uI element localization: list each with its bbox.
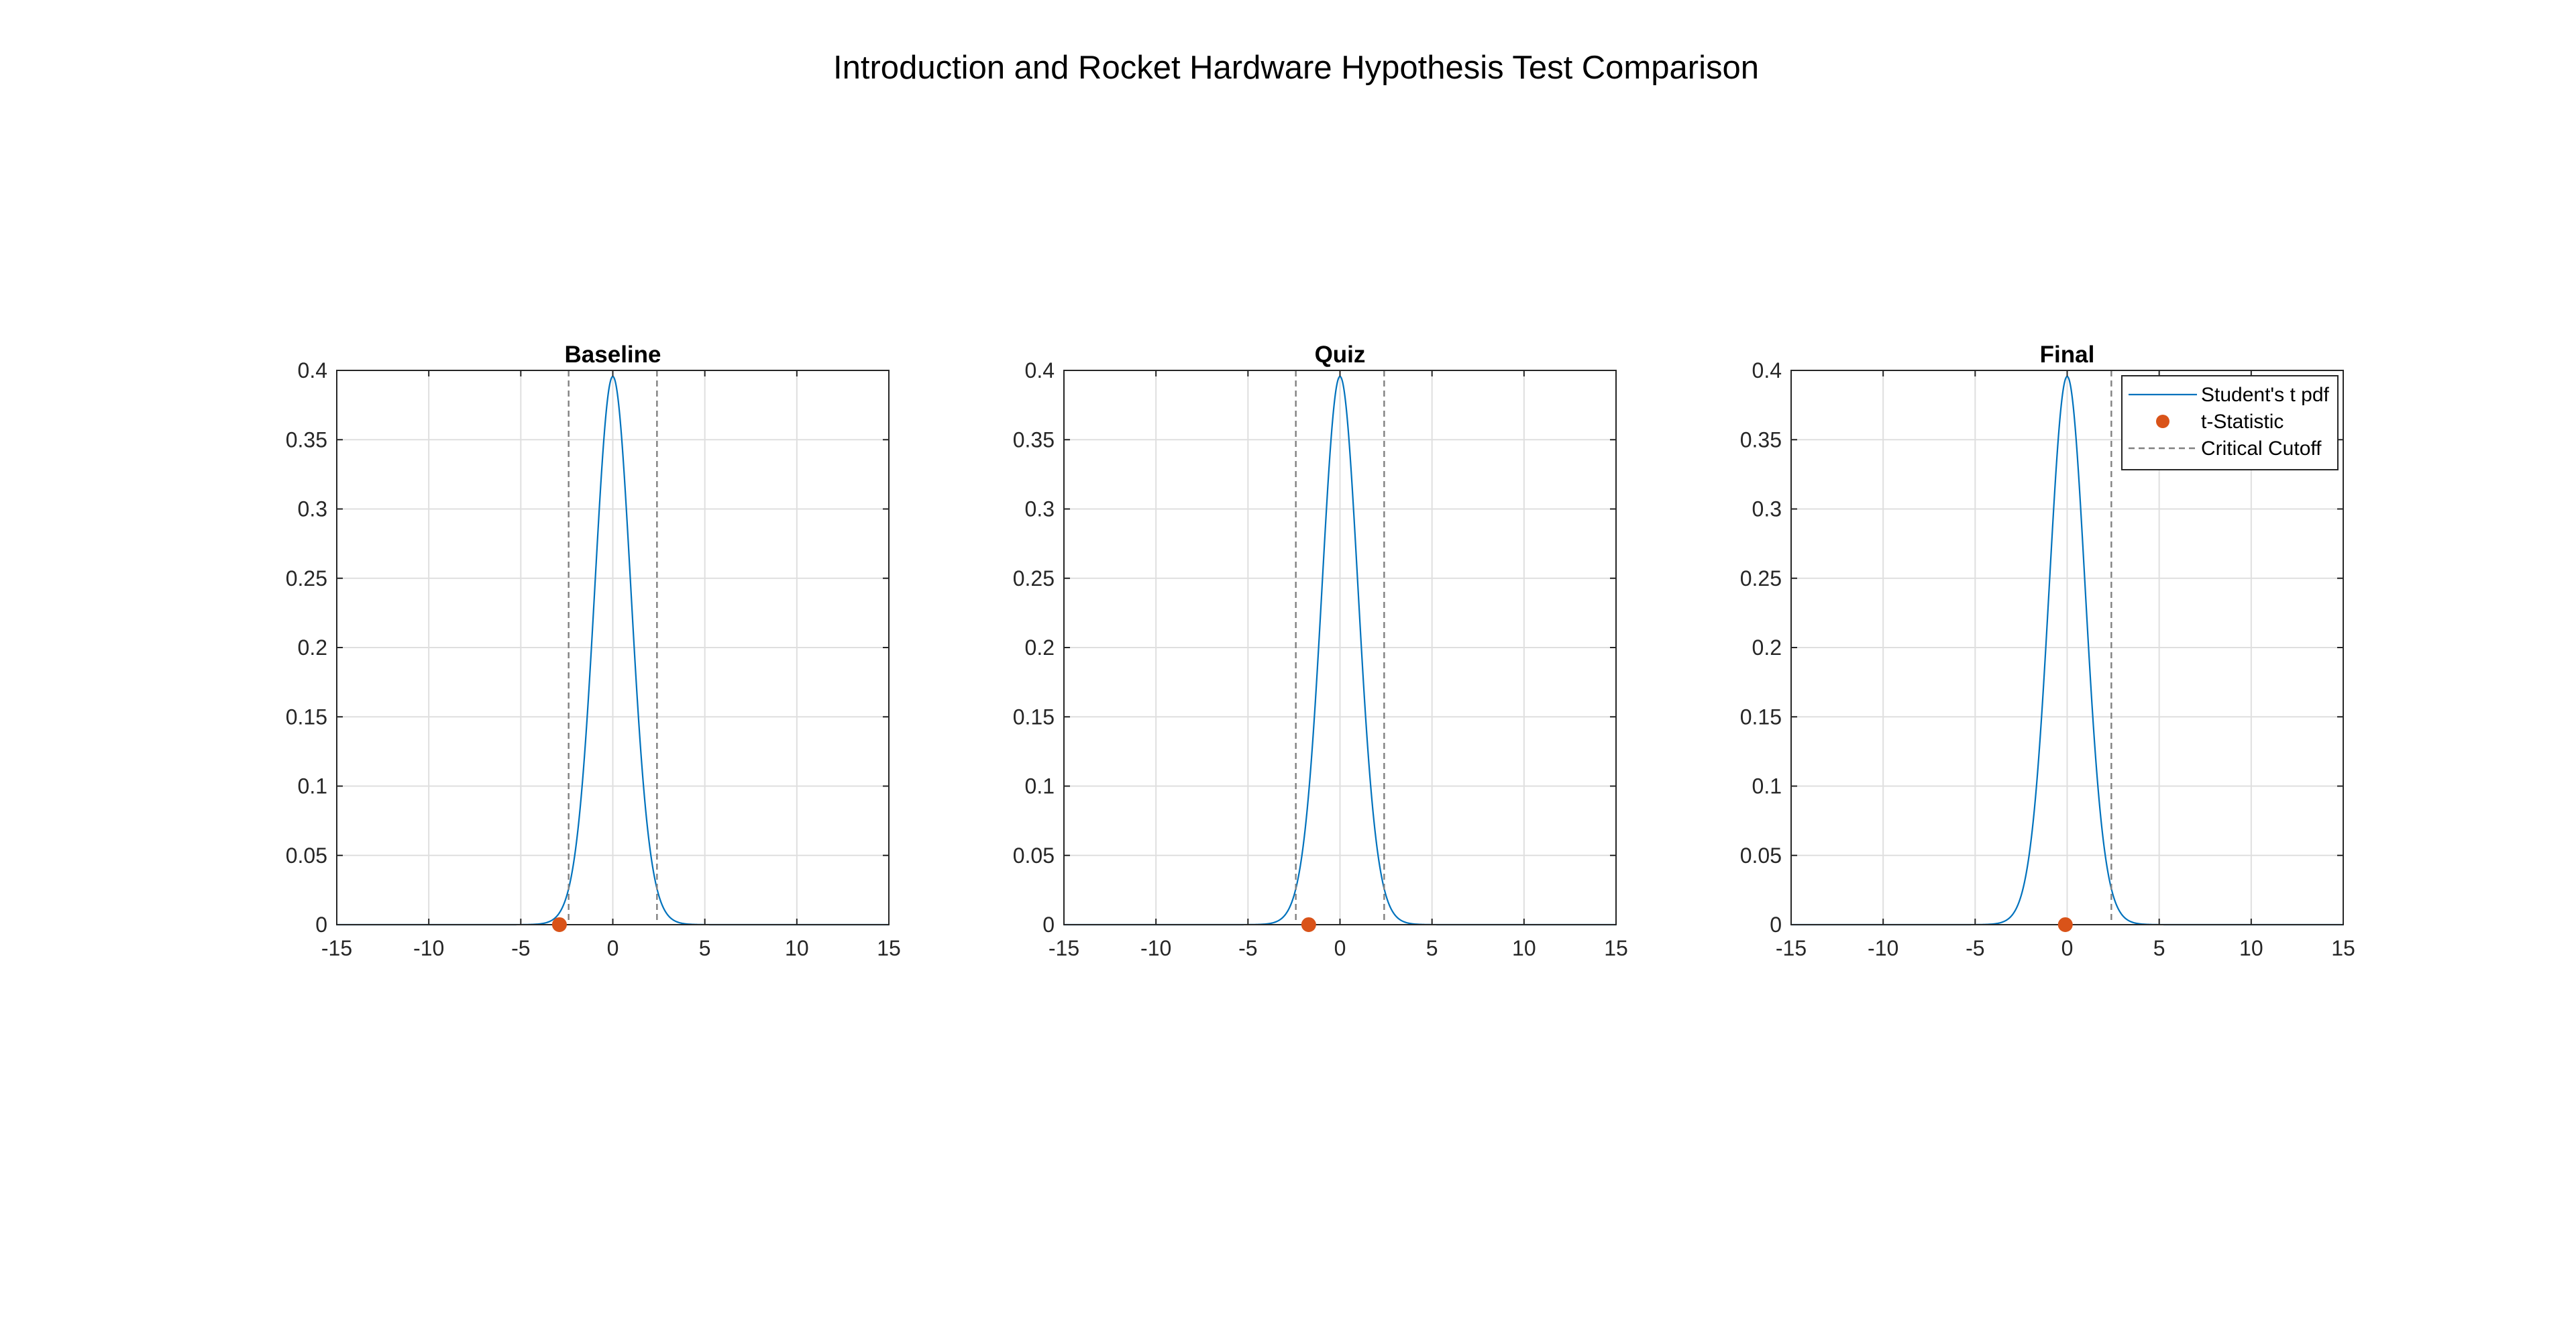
panel-title: Baseline: [565, 342, 661, 368]
y-tick-label: 0.4: [1752, 358, 1782, 382]
x-tick-label: -5: [1966, 936, 1984, 960]
y-tick-label: 0.1: [298, 774, 327, 799]
y-tick-label: 0: [315, 913, 327, 937]
y-tick-label: 0.2: [1025, 635, 1055, 660]
x-tick-label: 5: [2153, 936, 2165, 960]
x-tick-label: 15: [877, 936, 901, 960]
x-tick-label: 10: [2239, 936, 2263, 960]
y-tick-label: 0.4: [1025, 358, 1055, 382]
legend-entry-label: Critical Cutoff: [2201, 438, 2322, 460]
subplots: -15 -10 -5 0 5 10 1500.050.10.150.20.250.30.35…: [286, 342, 2355, 960]
x-tick-label: -15: [1049, 936, 1079, 960]
y-tick-label: 0.2: [1752, 635, 1782, 660]
x-tick-label: -5: [511, 936, 530, 960]
y-tick-label: 0: [1770, 913, 1782, 937]
x-tick-label: 15: [2331, 936, 2355, 960]
legend-swatch-point: [2156, 415, 2169, 428]
x-tick-label: -5: [1238, 936, 1257, 960]
x-tick-label: -15: [1776, 936, 1807, 960]
y-tick-label: 0.15: [1013, 705, 1055, 729]
subplot-quiz: -15 -10 -5 0 5 10 15 0 0.05 0.1 0.15 0.2 0.25 0.3 0.35…: [1013, 342, 1628, 960]
panel-title: Final: [2040, 342, 2095, 368]
y-tick-label: 0.35: [286, 427, 327, 452]
x-tick-label: -10: [413, 936, 444, 960]
x-tick-label: 10: [1512, 936, 1536, 960]
y-tick-label: 0: [1042, 913, 1055, 937]
figure-title: Introduction and Rocket Hardware Hypothe…: [833, 50, 1759, 86]
y-tick-label: 0.35: [1740, 427, 1782, 452]
legend: Student's t pdf t-Statistic Critical Cutof…: [2121, 375, 2339, 470]
panel-title: Quiz: [1315, 342, 1366, 368]
x-tick-label: 0: [1334, 936, 1346, 960]
x-tick-label: 15: [1604, 936, 1628, 960]
y-tick-label: 0.1: [1752, 774, 1782, 799]
x-tick-label: 5: [1426, 936, 1438, 960]
t-statistic-point: [1301, 917, 1316, 932]
y-tick-label: 0.25: [286, 566, 327, 591]
x-tick-label: 5: [699, 936, 711, 960]
y-tick-label: 0.3: [1752, 497, 1782, 521]
y-tick-label: 0.05: [1013, 843, 1055, 868]
y-tick-label: 0.4: [298, 358, 327, 382]
t-statistic-point: [551, 917, 567, 932]
subplot-final: -15 -10 -5 0 5 10 15 0 0.05 0.1 0.15 0.2 0.25 0.3 0.35…: [1740, 342, 2355, 960]
legend-entry-label: t-Statistic: [2201, 411, 2284, 433]
y-tick-label: 0.05: [1740, 843, 1782, 868]
x-tick-label: 10: [785, 936, 809, 960]
t-statistic-point: [2057, 917, 2073, 932]
x-tick-label: 0: [607, 936, 619, 960]
x-tick-label: 0: [2061, 936, 2074, 960]
y-tick-label: 0.15: [286, 705, 327, 729]
y-tick-label: 0.15: [1740, 705, 1782, 729]
subplot-baseline: -15 -10 -5 0 5 10 15 0 0.05 0.1 0.15 0.2 0.25 0.3 0.35…: [286, 342, 901, 960]
y-tick-label: 0.2: [298, 635, 327, 660]
y-tick-label: 0.05: [286, 843, 327, 868]
y-tick-label: 0.25: [1013, 566, 1055, 591]
y-tick-label: 0.1: [1025, 774, 1055, 799]
y-tick-label: 0.25: [1740, 566, 1782, 591]
x-tick-label: -15: [321, 936, 352, 960]
x-tick-label: -10: [1868, 936, 1898, 960]
y-tick-label: 0.3: [298, 497, 327, 521]
y-tick-label: 0.35: [1013, 427, 1055, 452]
legend-entry-label: Student's t pdf: [2201, 384, 2330, 406]
x-tick-label: -10: [1140, 936, 1171, 960]
y-tick-label: 0.3: [1025, 497, 1055, 521]
